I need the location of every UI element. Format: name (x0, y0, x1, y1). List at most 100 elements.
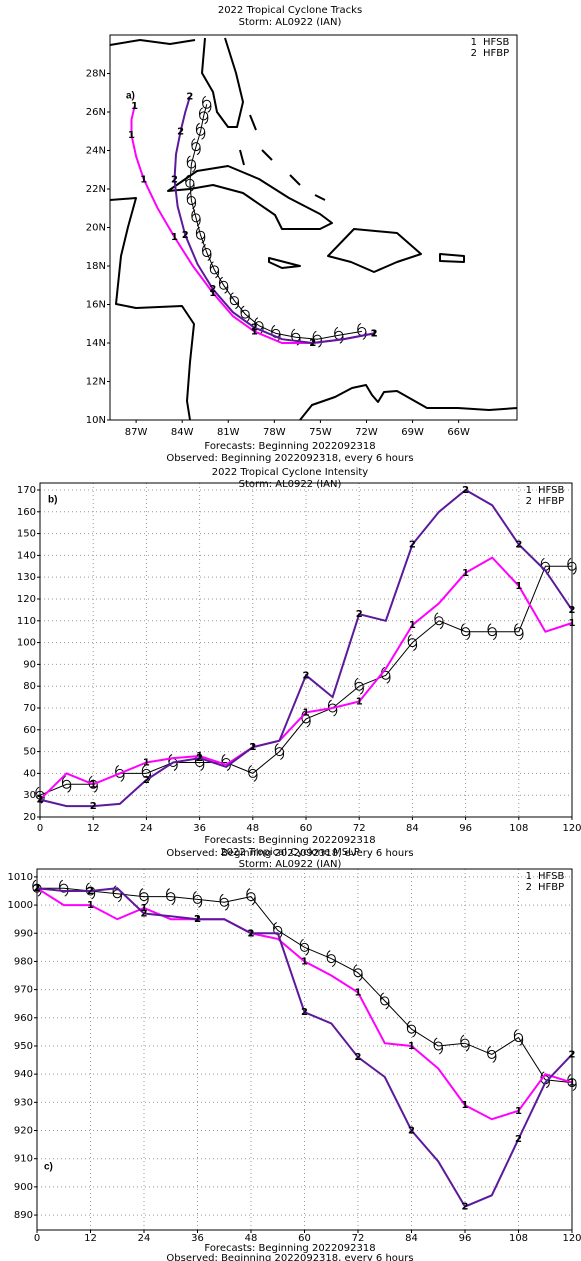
observed-marker (218, 276, 229, 294)
y-tick-label: 970 (14, 985, 33, 996)
observed-marker (380, 992, 390, 1010)
y-tick-label: 960 (14, 1013, 33, 1024)
legend-label: HFBP (538, 882, 564, 893)
legend-marker: 1 (471, 37, 477, 48)
point-marker: 2 (196, 753, 203, 764)
y-tick-label: 14N (86, 338, 106, 349)
point-marker: 2 (462, 485, 469, 496)
y-tick-label: 940 (14, 1069, 33, 1080)
y-tick-label: 1000 (8, 900, 33, 911)
observed-marker (185, 174, 195, 192)
point-marker: 2 (182, 230, 189, 241)
x-tick-label: 75W (309, 427, 332, 438)
chart-subtitle: Storm: AL0922 (IAN) (239, 17, 342, 28)
x-tick-label: 66W (447, 427, 470, 438)
footer-note: Forecasts: Beginning 2022092318 (204, 835, 375, 846)
legend-marker: 1 (526, 871, 532, 882)
x-tick-label: 0 (37, 823, 43, 834)
legend-label: HFSB (538, 485, 564, 496)
y-tick-label: 16N (86, 300, 106, 311)
observed-marker (353, 964, 363, 982)
y-tick-label: 20N (86, 223, 106, 234)
y-tick-label: 100 (17, 638, 36, 649)
observed-marker (514, 623, 524, 641)
series-line (36, 887, 573, 1121)
point-marker: 2 (409, 539, 416, 550)
x-tick-label: 69W (401, 427, 424, 438)
x-tick-label: 72 (353, 823, 366, 834)
observed-marker (248, 764, 258, 782)
observed-marker (186, 192, 197, 209)
point-marker: 1 (409, 620, 416, 631)
observed-marker (202, 95, 212, 113)
cuba (167, 165, 333, 230)
point-marker: 1 (209, 288, 216, 299)
observed-marker (407, 634, 418, 652)
point-marker: 2 (515, 539, 522, 550)
x-tick-label: 120 (562, 823, 581, 834)
observed-marker (354, 677, 364, 695)
y-tick-label: 140 (17, 550, 36, 561)
observed-marker (357, 323, 367, 340)
point-marker: 2 (356, 609, 363, 620)
legend-marker: 2 (471, 48, 477, 59)
y-tick-label: 24N (86, 146, 106, 157)
x-tick-label: 96 (459, 823, 472, 834)
legend-marker: 1 (526, 485, 532, 496)
plot-frame (39, 482, 573, 818)
footer-note: Forecasts: Beginning 2022092318 (204, 441, 375, 452)
point-marker: 1 (131, 101, 138, 112)
chart-title: 2022 Tropical Cyclone MSLP (220, 847, 360, 858)
point-marker: 2 (249, 742, 256, 753)
series-line (39, 556, 573, 801)
x-tick-label: 24 (138, 1233, 151, 1244)
observed-marker (209, 261, 220, 279)
observed-marker (61, 775, 72, 793)
y-tick-label: 90 (23, 659, 36, 670)
point-marker: 2 (141, 909, 148, 920)
x-tick-label: 84 (406, 823, 419, 834)
point-marker: 2 (194, 914, 201, 925)
florida (201, 37, 244, 128)
series-line (39, 488, 573, 808)
observed-marker (434, 612, 444, 630)
y-tick-label: 50 (23, 747, 36, 758)
observed-marker (229, 292, 240, 310)
point-marker: 2 (248, 928, 255, 939)
point-marker: 2 (408, 1126, 415, 1137)
observed-marker (191, 209, 201, 227)
y-tick-label: 40 (23, 768, 36, 779)
south-america (299, 384, 518, 421)
x-tick-label: 72 (352, 1233, 365, 1244)
point-marker: 2 (209, 284, 216, 295)
point-marker: 2 (515, 1134, 522, 1145)
observed-marker (191, 138, 201, 156)
y-tick-label: 170 (17, 485, 36, 496)
y-tick-label: 22N (86, 184, 106, 195)
footer-note: Observed: Beginning 2022092318, every 6 … (166, 1253, 413, 1261)
central-america (109, 197, 195, 421)
x-tick-label: 12 (87, 823, 100, 834)
observed-marker (202, 244, 212, 261)
observed-marker (487, 623, 497, 641)
legend-label: HFSB (483, 37, 509, 48)
x-tick-label: 48 (246, 823, 259, 834)
plot-frame (109, 34, 518, 421)
x-tick-label: 84 (405, 1233, 418, 1244)
point-marker: 1 (515, 581, 522, 592)
chart-title: 2022 Tropical Cyclone Intensity (212, 467, 369, 478)
footer-note: Forecasts: Beginning 2022092318 (204, 1243, 375, 1254)
x-tick-label: 78W (263, 427, 286, 438)
observed-marker (487, 1045, 497, 1063)
x-tick-label: 81W (217, 427, 240, 438)
series-line (130, 105, 375, 344)
point-marker: 1 (462, 1100, 469, 1111)
x-tick-label: 36 (191, 1233, 204, 1244)
point-marker: 2 (177, 126, 184, 137)
y-tick-label: 12N (86, 377, 106, 388)
y-tick-label: 130 (17, 572, 36, 583)
point-marker: 1 (87, 900, 94, 911)
point-marker: 1 (408, 1041, 415, 1052)
observed-marker (166, 888, 176, 906)
observed-marker (192, 890, 203, 908)
